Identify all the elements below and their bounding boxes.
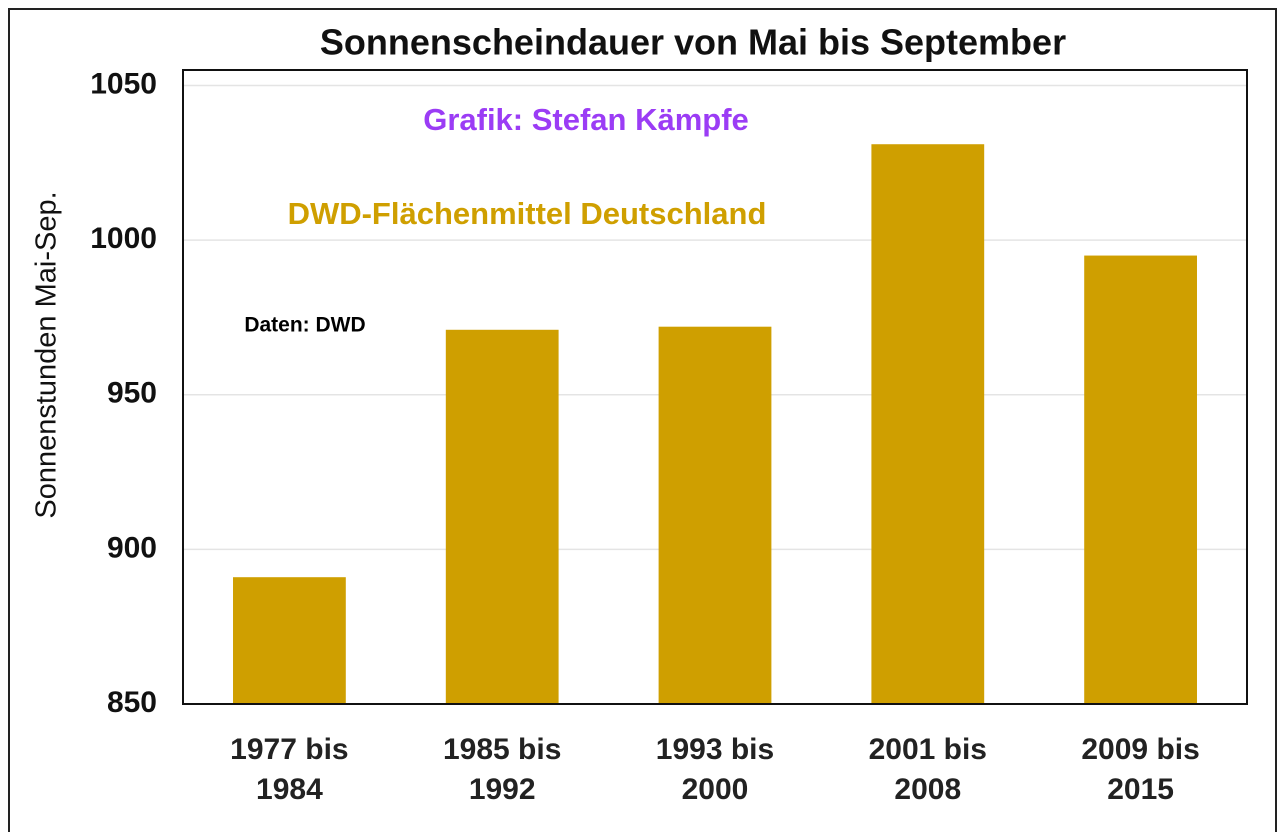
y-tick-label: 1000 [90, 222, 157, 255]
chart-title: Sonnenscheindauer von Mai bis September [320, 22, 1066, 63]
bar [871, 144, 985, 705]
bar [1084, 255, 1197, 704]
y-tick-label: 900 [107, 531, 157, 564]
x-tick-label: 1977 bis 1984 [230, 733, 349, 806]
bar [233, 577, 346, 704]
x-tick-label: 2001 bis 2008 [868, 733, 987, 806]
annotation: Daten: DWD [244, 314, 365, 337]
bar [658, 326, 772, 704]
plot-border [182, 69, 1248, 705]
y-tick-label: 850 [107, 686, 157, 719]
annotation: Grafik: Stefan Kämpfe [423, 102, 749, 137]
annotation: DWD-Flächenmittel Deutschland [288, 196, 767, 231]
y-tick-label: 950 [107, 377, 157, 410]
y-axis-label: Sonnenstunden Mai-Sep. [31, 191, 63, 518]
y-tick-label: 1050 [90, 67, 157, 100]
x-tick-label: 2009 bis 2015 [1081, 733, 1200, 806]
outer-border [8, 8, 1277, 832]
bar [445, 329, 559, 704]
x-tick-label: 1985 bis 1992 [442, 733, 562, 806]
x-tick-label: 1993 bis 2000 [655, 733, 775, 806]
